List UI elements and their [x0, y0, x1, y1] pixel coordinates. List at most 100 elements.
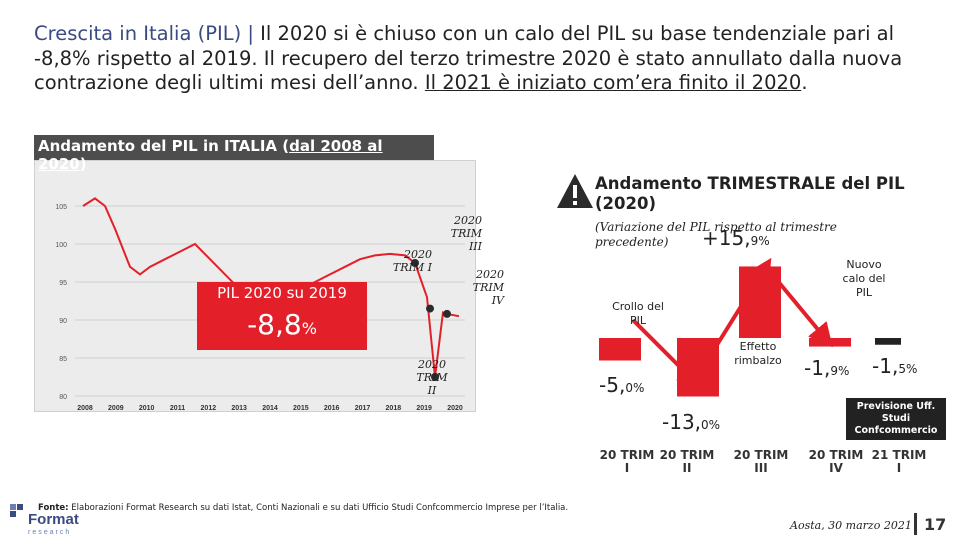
bar-forecast	[875, 338, 901, 345]
xlabel-q4: 20 TRIM IV	[805, 449, 867, 475]
line-chart-xtick: 2009	[108, 405, 124, 412]
bar-value-q2-big: -13,	[662, 410, 702, 434]
callout-trim3-l2: TRIM	[450, 227, 482, 240]
footer-source-text: Elaborazioni Format Research su dati Ist…	[68, 503, 569, 513]
xlabel-q2-text: 20 TRIM II	[659, 448, 715, 475]
title-underlined: Il 2021 è iniziato com’era finito il 202…	[424, 71, 802, 94]
pil-summary-label: PIL 2020 su 2019	[217, 284, 347, 302]
slide-title: Crescita in Italia (PIL) | Il 2020 si è …	[34, 22, 954, 96]
bar-value-q3-big: +15,	[702, 226, 751, 250]
callout-trim4-l1: 2020	[476, 268, 504, 281]
line-chart-xtick: 2016	[324, 405, 340, 412]
callout-trim1: 2020 TRIM I	[380, 248, 432, 274]
callout-trim2-l1: 2020	[418, 358, 446, 371]
format-research-logo: Format research	[10, 504, 79, 536]
line-chart-ytick: 95	[59, 280, 67, 287]
footer-source: Fonte: Elaborazioni Format Research su d…	[38, 503, 568, 513]
callout-trim1-l2: TRIM I	[392, 261, 432, 274]
callout-trim4-l2: TRIM	[472, 281, 504, 294]
pil-value-number: -8,8	[247, 308, 302, 341]
title-brand: Crescita in Italia (PIL) |	[34, 22, 261, 45]
xlabel-q5-text: 21 TRIM I	[871, 448, 927, 475]
callout-trim3-l3: III	[468, 240, 482, 253]
pil-summary-box: PIL 2020 su 2019 -8,8%	[197, 282, 367, 350]
xlabel-q5: 21 TRIM I	[868, 449, 930, 475]
bar-value-q4: -1,9%	[804, 356, 849, 380]
callout-trim3: 2020 TRIM III	[432, 214, 482, 253]
bar-value-q1: -5,0%	[599, 373, 644, 397]
line-chart-xtick: 2018	[386, 405, 402, 412]
footer-source-label: Fonte:	[38, 503, 69, 513]
line-chart-ytick: 100	[55, 242, 67, 249]
note-rimbalzo: Effetto rimbalzo	[734, 340, 782, 367]
bar-value-q5-small: 5%	[898, 362, 918, 376]
warning-icon	[557, 174, 593, 208]
callout-trim2-l3: II	[427, 384, 437, 397]
logo-format-text: Format	[28, 511, 79, 528]
line-chart-xtick: 2010	[139, 405, 155, 412]
line-chart-xtick: 2008	[77, 405, 93, 412]
line-chart-xtick: 2014	[262, 405, 278, 412]
line-chart-ytick: 105	[55, 204, 67, 211]
line-chart-xtick: 2013	[231, 405, 247, 412]
line-chart-header: Andamento del PIL in ITALIA (dal 2008 al…	[34, 135, 434, 173]
xlabel-q4-text: 20 TRIM IV	[808, 448, 864, 475]
title-end: .	[801, 71, 808, 94]
line-chart-xtick: 2019	[416, 405, 432, 412]
note-crollo: Crollo del PIL	[612, 300, 664, 327]
bar-chart-subtitle: (Variazione del PIL rispetto al trimestr…	[595, 220, 837, 249]
arrow-nuovo-calo	[765, 266, 833, 348]
bar-2	[677, 338, 719, 397]
bar-chart-title-text: Andamento TRIMESTRALE del PIL (2020)	[595, 174, 905, 213]
logo-research-text: research	[28, 529, 71, 536]
line-chart-header-b: )	[79, 155, 87, 173]
callout-trim4-l3: IV	[491, 294, 504, 307]
arrow-rimbalzo	[693, 257, 772, 382]
bar-chart	[599, 257, 901, 397]
line-chart-xtick: 2017	[355, 405, 371, 412]
footer-date: Aosta, 30 marzo 2021	[790, 519, 912, 532]
note-nuovo-calo: Nuovo calo del PIL	[842, 258, 886, 299]
forecast-badge: Previsione Uff. Studi Confcommercio	[846, 398, 946, 440]
pil-summary-value: -8,8%	[197, 308, 367, 341]
page-number: 17	[924, 515, 947, 534]
callout-trim3-l1: 2020	[454, 214, 482, 227]
xlabel-q2: 20 TRIM II	[656, 449, 718, 475]
line-chart-quarter-marker	[443, 309, 451, 318]
line-chart-xtick: 2011	[170, 405, 185, 412]
arrow-crollo	[631, 318, 702, 389]
callout-trim4: 2020 TRIM IV	[450, 268, 504, 307]
xlabel-q1: 20 TRIM I	[596, 449, 658, 475]
bar-value-q5-big: -1,	[872, 354, 899, 378]
callout-trim2-l2: TRIM	[416, 371, 448, 384]
xlabel-q1-text: 20 TRIM I	[599, 448, 655, 475]
line-chart-quarter-marker	[411, 259, 419, 267]
bar-value-q4-small: 9%	[830, 364, 850, 378]
bar-1	[599, 338, 641, 361]
bar-value-q5: -1,5%	[872, 354, 917, 378]
callout-trim1-l1: 2020	[404, 248, 432, 261]
bar-value-q3-small: 9%	[750, 234, 770, 248]
bar-value-q1-big: -5,	[599, 373, 626, 397]
line-chart-xtick: 2012	[201, 405, 217, 412]
bar-4	[809, 338, 851, 347]
line-chart-header-a: Andamento del PIL in ITALIA (	[38, 137, 290, 155]
line-chart-ytick: 90	[59, 318, 67, 325]
bar-value-q2: -13,0%	[662, 410, 720, 434]
xlabel-q3: 20 TRIM III	[730, 449, 792, 475]
line-chart-ytick: 85	[59, 356, 67, 363]
line-chart-xtick: 2020	[447, 405, 463, 412]
bar-chart-title: Andamento TRIMESTRALE del PIL (2020)	[595, 174, 935, 214]
bar-value-q1-small: 0%	[625, 381, 645, 395]
line-chart-header-u: dal 2008 al 2020	[38, 137, 383, 173]
footer-separator	[914, 513, 917, 535]
callout-trim2: 2020 TRIM II	[408, 358, 456, 397]
line-chart-quarter-marker	[426, 304, 434, 313]
pil-value-unit: %	[301, 319, 317, 338]
bar-value-q2-small: 0%	[701, 418, 721, 432]
title-text: Il 2020 si è chiuso con un calo del PIL …	[34, 22, 903, 94]
bar-value-q4-big: -1,	[804, 356, 831, 380]
line-chart-xtick: 2015	[293, 405, 309, 412]
line-chart-ytick: 80	[59, 394, 67, 401]
line-chart-quarter-marker	[431, 373, 439, 381]
